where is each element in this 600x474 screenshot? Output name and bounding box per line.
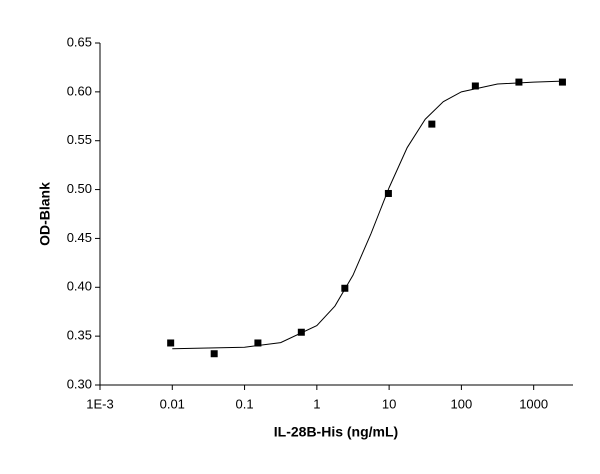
x-tick-label: 1 <box>313 396 320 411</box>
x-tick-label: 1000 <box>519 396 548 411</box>
data-point <box>515 78 523 86</box>
y-tick-label: 0.40 <box>67 279 92 294</box>
data-point <box>297 328 305 336</box>
data-point <box>384 189 392 197</box>
data-point <box>471 82 479 90</box>
x-tick-label: 10 <box>382 396 396 411</box>
data-point <box>254 339 262 347</box>
data-point <box>558 78 566 86</box>
y-axis-title: OD-Blank <box>37 182 53 246</box>
x-axis-title: IL-28B-His (ng/mL) <box>274 424 398 440</box>
y-tick-label: 0.55 <box>67 132 92 147</box>
y-tick-label: 0.30 <box>67 376 92 391</box>
x-tick-label: 0.01 <box>160 396 185 411</box>
x-tick-label: 1E-3 <box>86 396 113 411</box>
y-tick-label: 0.65 <box>67 34 92 49</box>
y-tick-label: 0.35 <box>67 328 92 343</box>
data-point <box>428 120 436 128</box>
y-tick-label: 0.60 <box>67 83 92 98</box>
x-tick-label: 100 <box>451 396 473 411</box>
data-point <box>341 284 349 292</box>
data-point <box>210 350 218 358</box>
data-point <box>167 339 175 347</box>
x-tick-label: 0.1 <box>236 396 254 411</box>
fit-curve <box>172 80 563 350</box>
y-tick-label: 0.45 <box>67 230 92 245</box>
y-tick-label: 0.50 <box>67 181 92 196</box>
